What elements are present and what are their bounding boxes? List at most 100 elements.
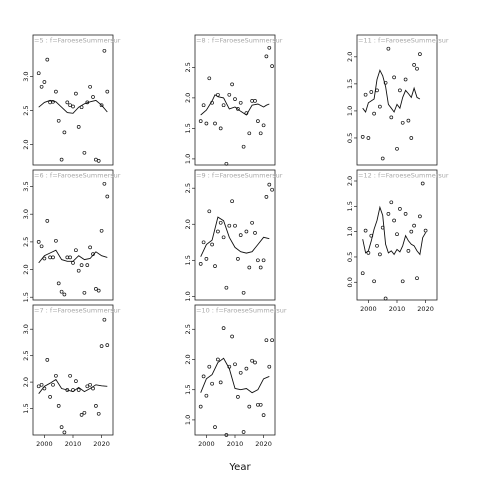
panel-frame xyxy=(32,169,114,301)
strip-label: =10 : f=FaroeseSummersur xyxy=(196,307,287,315)
trend-line xyxy=(362,205,426,256)
y-tick-label: 2.0 xyxy=(22,264,30,274)
data-point xyxy=(233,223,237,228)
data-point xyxy=(201,240,206,245)
data-point xyxy=(39,84,44,89)
data-point xyxy=(54,373,58,378)
data-point xyxy=(261,123,266,128)
data-point xyxy=(74,379,78,383)
data-point xyxy=(213,121,217,126)
data-point xyxy=(59,289,64,294)
panel-frame xyxy=(356,34,438,166)
y-tick-label: 2.5 xyxy=(184,183,192,193)
data-point xyxy=(380,156,385,161)
data-point xyxy=(198,262,203,266)
data-point xyxy=(244,111,249,115)
y-tick-label: 1.0 xyxy=(184,415,192,425)
y-tick-label: 2.0 xyxy=(184,93,192,103)
y-tick-label: 1.5 xyxy=(346,79,354,89)
data-point xyxy=(96,159,101,163)
data-point xyxy=(366,136,371,140)
data-point xyxy=(74,248,78,253)
data-point xyxy=(99,228,104,233)
data-point xyxy=(210,100,214,105)
data-point xyxy=(82,290,87,295)
data-point xyxy=(65,388,70,392)
data-point xyxy=(258,265,263,270)
data-point xyxy=(244,229,249,234)
data-point xyxy=(42,80,47,84)
data-point xyxy=(54,89,58,94)
strip-label: =12 : f=FaroeseSummersur xyxy=(358,172,449,180)
data-point xyxy=(400,120,405,125)
data-point xyxy=(415,276,419,281)
data-point xyxy=(62,430,67,435)
y-tick-label: 0.0 xyxy=(346,277,354,287)
y-tick-label: 2.0 xyxy=(22,139,30,149)
data-point xyxy=(233,362,237,367)
data-point xyxy=(51,382,55,387)
data-point xyxy=(71,261,75,265)
y-tick-label: 1.5 xyxy=(22,292,30,302)
x-tick-label: 2000 xyxy=(36,440,53,448)
data-point xyxy=(204,393,209,398)
data-point xyxy=(91,95,95,99)
data-point xyxy=(224,285,229,290)
data-point xyxy=(400,279,405,284)
panel: =9 : f=FaroeseSummersur 1.0 1.5 2.0 2.5 xyxy=(184,169,283,302)
data-point xyxy=(99,103,104,108)
data-point xyxy=(267,364,272,369)
data-point xyxy=(213,264,217,268)
data-point xyxy=(62,292,67,297)
x-tick-label: 2000 xyxy=(198,440,215,448)
data-point xyxy=(36,384,41,389)
data-point xyxy=(386,212,391,216)
data-point xyxy=(253,99,257,103)
data-point xyxy=(216,357,220,362)
data-point xyxy=(227,364,232,369)
data-point xyxy=(218,220,223,225)
data-point xyxy=(91,252,95,256)
data-point xyxy=(230,334,234,339)
trend-line xyxy=(200,94,270,116)
data-point xyxy=(94,404,98,408)
panel-frame xyxy=(194,304,276,436)
data-point xyxy=(74,91,78,96)
data-point xyxy=(88,84,92,89)
data-point xyxy=(207,364,212,369)
data-point xyxy=(45,219,50,223)
data-point xyxy=(230,82,234,87)
data-point xyxy=(233,97,237,101)
data-point xyxy=(213,425,217,429)
y-tick-label: 1.5 xyxy=(346,201,354,211)
strip-label: =7 : f=FaroeseSummersur xyxy=(34,307,121,315)
data-point xyxy=(386,46,391,51)
data-point xyxy=(76,388,81,392)
data-point xyxy=(36,240,41,244)
x-axis-title: Year xyxy=(228,462,251,473)
data-point xyxy=(250,220,254,225)
data-point xyxy=(256,258,260,263)
data-point xyxy=(270,338,274,343)
data-point xyxy=(216,92,220,97)
data-point xyxy=(363,92,368,97)
data-point xyxy=(238,100,243,105)
data-point xyxy=(76,268,81,273)
data-point xyxy=(85,384,90,389)
data-point xyxy=(403,77,408,82)
data-point xyxy=(247,265,252,270)
data-point xyxy=(227,223,232,228)
x-tick-label: 2020 xyxy=(417,305,434,313)
data-point xyxy=(82,410,87,415)
data-point xyxy=(369,233,374,238)
data-point xyxy=(375,243,379,248)
data-point xyxy=(59,157,64,162)
trend-line xyxy=(200,216,270,257)
data-point xyxy=(241,290,246,295)
data-point xyxy=(409,229,414,234)
data-point xyxy=(366,251,371,255)
data-point xyxy=(96,411,101,416)
strip-label: =6 : f=FaroeseSummersur xyxy=(34,172,121,180)
x-tick-label: 2010 xyxy=(65,440,82,448)
